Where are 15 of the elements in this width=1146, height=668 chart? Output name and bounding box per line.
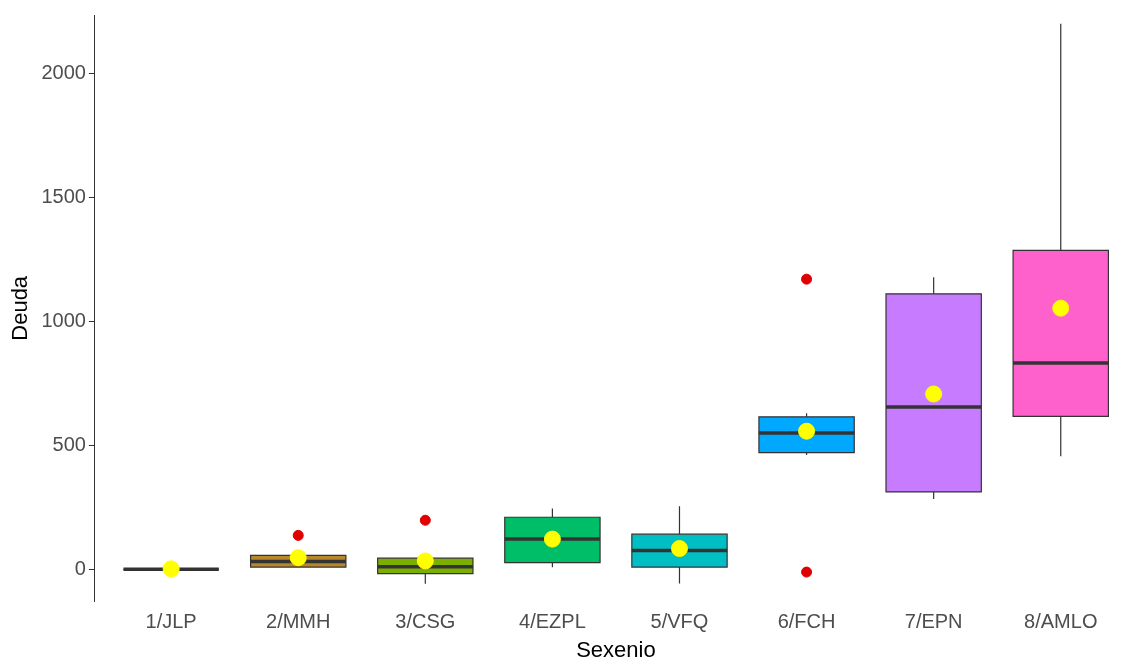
x-tick-label: 2/MMH [266, 610, 331, 633]
x-tick-label: 5/VFQ [650, 610, 709, 633]
x-tick-label: 6/FCH [777, 610, 836, 633]
x-tick-label: 4/EZPL [519, 610, 586, 633]
x-axis-title: Sexenio [576, 636, 656, 662]
y-tick-label: 1000 [41, 308, 86, 331]
x-tick-label: 1/JLP [145, 610, 197, 633]
y-tick-label: 1500 [41, 184, 86, 207]
y-tick-label: 500 [52, 432, 86, 455]
y-tick-label: 0 [74, 556, 86, 579]
x-tick-label: 3/CSG [395, 610, 456, 633]
y-tick-label: 2000 [41, 60, 86, 83]
x-tick-label: 8/AMLO [1024, 610, 1098, 633]
y-axis-title: Deuda [7, 275, 33, 341]
x-tick-label: 7/EPN [904, 610, 963, 633]
